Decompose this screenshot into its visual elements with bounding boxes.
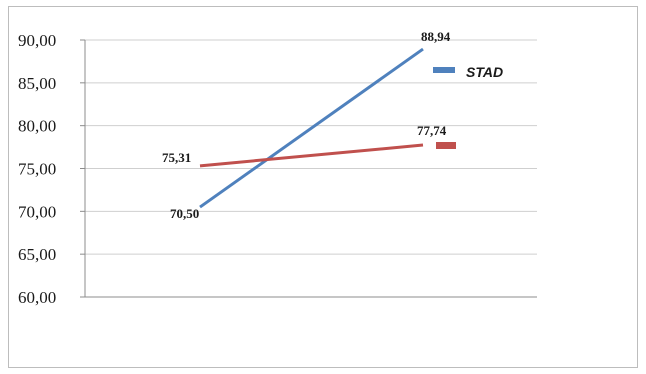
gridlines [85, 39, 537, 298]
y-tick-label: 85,00 [18, 74, 56, 93]
series-lines [199, 47, 424, 209]
series-line-2 [199, 143, 424, 168]
data-labels: 70,50 88,94 75,31 77,74 [162, 29, 451, 221]
series-line-1 [199, 47, 424, 209]
y-axis: 60,00 65,00 70,00 75,00 80,00 85,00 90,00 [18, 31, 86, 307]
y-tick-label: 80,00 [18, 117, 56, 136]
data-label: 75,31 [162, 150, 191, 165]
data-label: 70,50 [170, 206, 199, 221]
y-tick-label: 90,00 [18, 31, 56, 50]
legend-swatch-stad [433, 67, 455, 73]
legend-swatch-series-2 [436, 142, 456, 149]
chart-frame [8, 6, 638, 368]
legend: STAD [433, 64, 503, 149]
y-tick-label: 65,00 [18, 245, 56, 264]
data-label: 88,94 [421, 29, 451, 44]
y-tick-label: 75,00 [18, 160, 56, 179]
data-label: 77,74 [417, 123, 447, 138]
legend-label-stad: STAD [466, 64, 503, 80]
y-tick-label: 60,00 [18, 288, 56, 307]
y-tick-label: 70,00 [18, 202, 56, 221]
